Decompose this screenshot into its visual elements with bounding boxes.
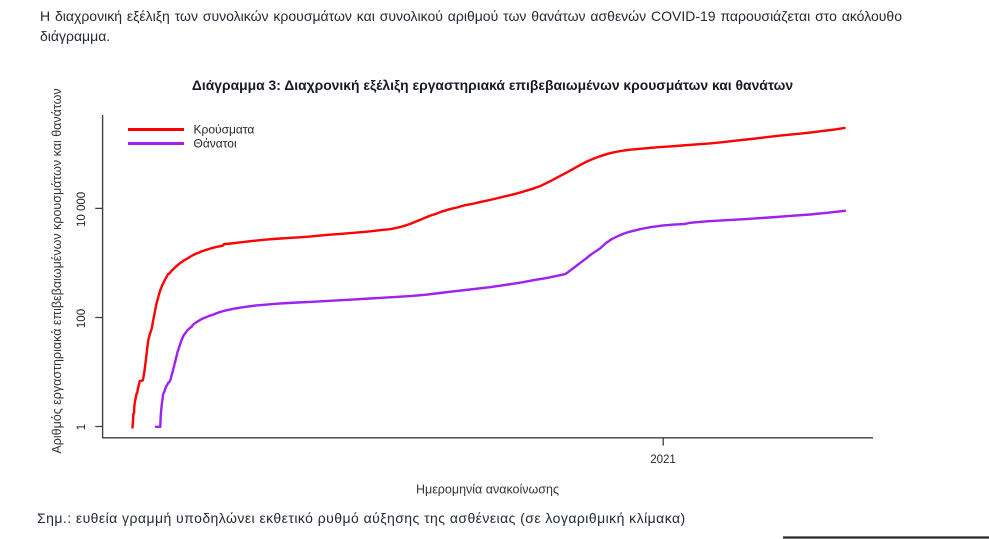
svg-text:100: 100 [76, 309, 88, 328]
svg-text:1: 1 [76, 424, 88, 430]
svg-text:Αριθμός εργαστηριακά επιβεβαιω: Αριθμός εργαστηριακά επιβεβαιωμένων κρου… [50, 88, 64, 453]
svg-text:2021: 2021 [650, 454, 676, 466]
svg-text:10 000: 10 000 [76, 192, 88, 227]
svg-text:Θάνατοι: Θάνατοι [194, 137, 237, 151]
svg-text:Ημερομηνία ανακοίνωσης: Ημερομηνία ανακοίνωσης [416, 483, 559, 497]
svg-text:Κρούσματα: Κρούσματα [194, 123, 255, 137]
